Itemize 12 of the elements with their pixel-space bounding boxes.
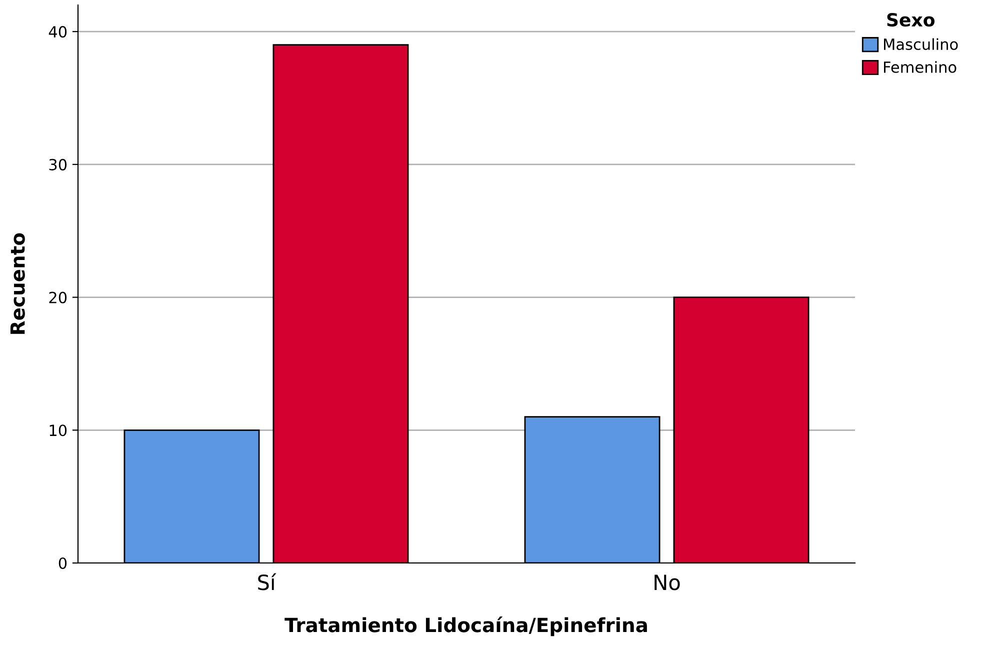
y-tick-label: 20 <box>49 292 67 304</box>
legend-label: Masculino <box>884 38 958 50</box>
legend-label: Femenino <box>884 61 956 73</box>
y-tick-label: 0 <box>58 557 67 570</box>
x-tick-label: Sí <box>258 573 276 590</box>
y-tick-label: 30 <box>49 158 67 170</box>
y-axis-title: Recuento <box>10 233 25 334</box>
legend-title: Sexo <box>887 12 934 27</box>
y-tick-label: 40 <box>48 26 67 38</box>
x-tick-label: No <box>654 574 680 590</box>
y-tick-label: 10 <box>50 424 67 436</box>
x-axis-title: Tratamiento Lidocaína/Epinefrina <box>284 616 647 636</box>
